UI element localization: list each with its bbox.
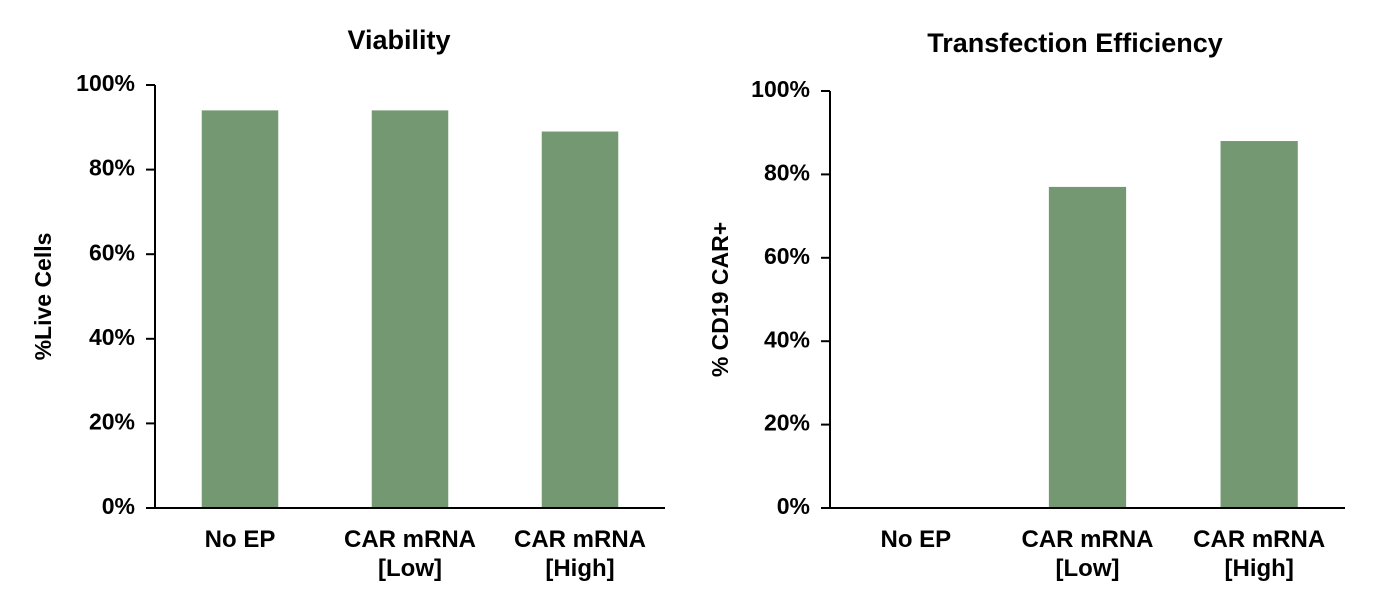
bar xyxy=(201,110,279,508)
y-tick-label: 60% xyxy=(89,239,135,265)
x-tick-label: CAR mRNA [Low] xyxy=(344,526,476,582)
y-axis-label: % CD19 CAR+ xyxy=(707,222,733,377)
y-tick-label: 0% xyxy=(777,493,810,519)
bar xyxy=(371,110,449,508)
y-tick-label: 100% xyxy=(751,76,810,102)
y-tick-label: 80% xyxy=(89,155,135,181)
x-tick-label: CAR mRNA [High] xyxy=(1193,526,1326,582)
bar xyxy=(541,131,619,508)
chart-title: Viability xyxy=(347,25,450,55)
y-axis-label: %Live Cells xyxy=(30,233,56,361)
x-tick-label: CAR mRNA [High] xyxy=(514,526,646,582)
y-tick-label: 60% xyxy=(764,243,810,269)
bar xyxy=(1048,186,1127,508)
x-tick-label: No EP xyxy=(880,526,952,553)
y-tick-label: 0% xyxy=(102,493,135,519)
y-tick-label: 80% xyxy=(764,159,810,185)
x-tick-label: No EP xyxy=(204,526,276,553)
bar xyxy=(1220,141,1298,509)
y-tick-label: 100% xyxy=(76,70,135,96)
chart-title: Transfection Efficiency xyxy=(927,28,1223,58)
y-tick-label: 20% xyxy=(764,410,810,436)
y-tick-label: 40% xyxy=(764,326,810,352)
x-tick-label: CAR mRNA [Low] xyxy=(1021,526,1154,582)
y-tick-label: 20% xyxy=(89,408,135,434)
y-tick-label: 40% xyxy=(89,324,135,350)
